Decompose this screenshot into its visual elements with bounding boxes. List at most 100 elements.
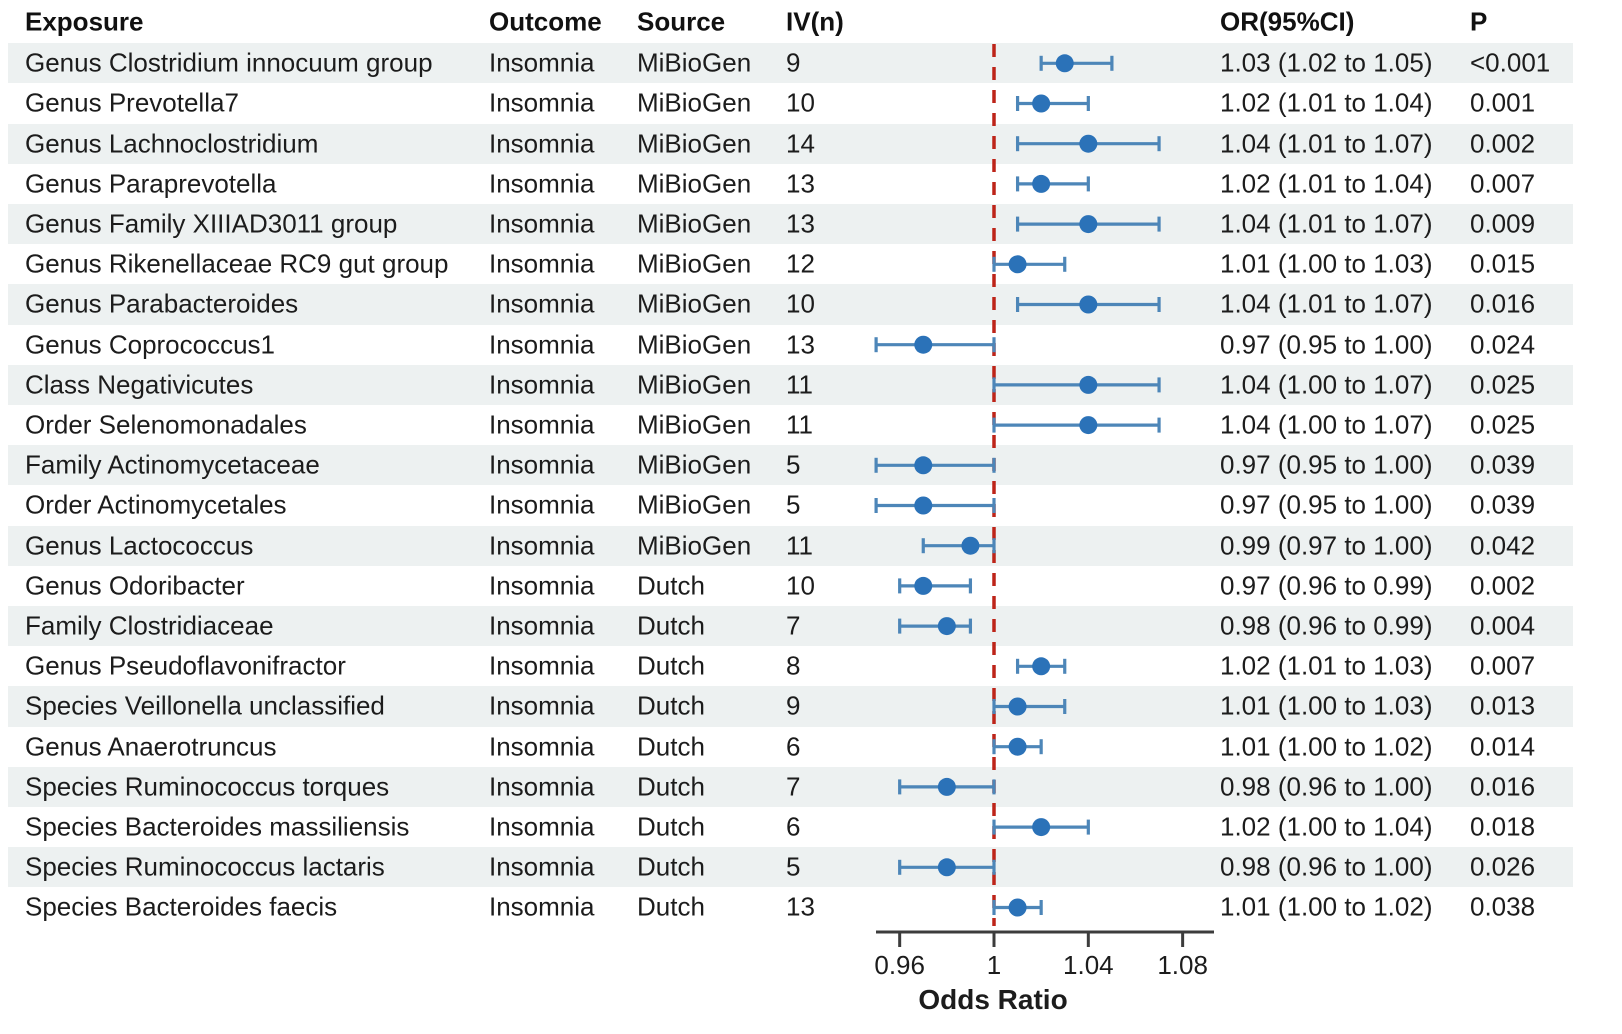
table-header: Exposure Outcome Source IV(n) OR(95%CI) … <box>0 0 1622 43</box>
iv-count-cell: 9 <box>786 690 801 721</box>
header-exposure: Exposure <box>25 6 144 36</box>
table-row: Class Negativicutes Insomnia MiBioGen 11 1.0… <box>0 364 1622 405</box>
exposure-cell: Order Selenomonadales <box>25 409 307 440</box>
x-axis-tick-label: 1.08 <box>1157 950 1208 980</box>
iv-count-cell: 8 <box>786 650 801 681</box>
outcome-cell: Insomnia <box>489 168 595 199</box>
p-value-cell: 0.024 <box>1470 329 1536 360</box>
outcome-cell: Insomnia <box>489 449 595 480</box>
source-cell: Dutch <box>637 650 705 681</box>
p-value-cell: 0.039 <box>1470 449 1536 480</box>
or-ci-cell: 0.98 (0.96 to 1.00) <box>1220 771 1433 802</box>
outcome-cell: Insomnia <box>489 530 595 561</box>
p-value-cell: 0.015 <box>1470 248 1536 279</box>
table-row: Species Bacteroides faecis Insomnia Dutch 1… <box>0 887 1622 927</box>
iv-count-cell: 11 <box>786 409 813 440</box>
outcome-cell: Insomnia <box>489 731 595 762</box>
table-row: Genus Family XIIIAD3011 group Insomnia MiB… <box>0 204 1622 245</box>
iv-count-cell: 13 <box>786 891 815 922</box>
exposure-cell: Species Veillonella unclassified <box>25 690 385 721</box>
source-cell: MiBioGen <box>637 530 752 561</box>
x-axis-title: Odds Ratio <box>918 984 1068 1015</box>
iv-count-cell: 9 <box>786 47 801 78</box>
or-ci-cell: 1.01 (1.00 to 1.02) <box>1220 731 1433 762</box>
or-ci-cell: 0.98 (0.96 to 0.99) <box>1220 610 1433 641</box>
row-stripe <box>8 606 1573 647</box>
or-ci-cell: 1.01 (1.00 to 1.03) <box>1220 248 1433 279</box>
exposure-cell: Genus Anaerotruncus <box>25 731 277 762</box>
iv-count-cell: 6 <box>786 731 801 762</box>
outcome-cell: Insomnia <box>489 489 595 520</box>
source-cell: MiBioGen <box>637 87 752 118</box>
p-value-cell: 0.039 <box>1470 489 1536 520</box>
outcome-cell: Insomnia <box>489 650 595 681</box>
table-row: Genus Coprococcus1 Insomnia MiBioGen 13 0.97… <box>0 325 1622 365</box>
source-cell: MiBioGen <box>637 288 752 319</box>
table-row: Genus Pseudoflavonifractor Insomnia Dutch 8… <box>0 646 1622 686</box>
outcome-cell: Insomnia <box>489 851 595 882</box>
or-ci-cell: 1.01 (1.00 to 1.02) <box>1220 891 1433 922</box>
p-value-cell: 0.018 <box>1470 811 1536 842</box>
row-stripe <box>8 445 1573 486</box>
row-stripe <box>8 204 1573 245</box>
exposure-cell: Genus Coprococcus1 <box>25 329 276 360</box>
iv-count-cell: 13 <box>786 208 815 239</box>
header-or-ci: OR(95%CI) <box>1220 6 1355 36</box>
exposure-cell: Genus Lachnoclostridium <box>25 128 319 159</box>
or-ci-cell: 1.04 (1.01 to 1.07) <box>1220 128 1433 159</box>
iv-count-cell: 14 <box>786 128 815 159</box>
p-value-cell: 0.016 <box>1470 771 1536 802</box>
or-ci-cell: 1.04 (1.00 to 1.07) <box>1220 409 1433 440</box>
exposure-cell: Genus Pseudoflavonifractor <box>25 650 346 681</box>
exposure-cell: Genus Family XIIIAD3011 group <box>25 208 398 239</box>
table-row: Genus Clostridium innocuum group Insomnia… <box>0 43 1622 84</box>
or-ci-cell: 1.02 (1.01 to 1.04) <box>1220 87 1433 118</box>
or-ci-cell: 1.02 (1.01 to 1.03) <box>1220 650 1433 681</box>
p-value-cell: 0.013 <box>1470 690 1536 721</box>
p-value-cell: 0.004 <box>1470 610 1536 641</box>
table-row: Genus Anaerotruncus Insomnia Dutch 6 1.01 (1… <box>0 727 1622 767</box>
outcome-cell: Insomnia <box>489 208 595 239</box>
source-cell: Dutch <box>637 811 705 842</box>
or-ci-cell: 1.02 (1.00 to 1.04) <box>1220 811 1433 842</box>
p-value-cell: 0.042 <box>1470 530 1536 561</box>
exposure-cell: Genus Paraprevotella <box>25 168 277 199</box>
source-cell: MiBioGen <box>637 128 752 159</box>
iv-count-cell: 11 <box>786 530 813 561</box>
source-cell: MiBioGen <box>637 248 752 279</box>
source-cell: MiBioGen <box>637 329 752 360</box>
header-outcome: Outcome <box>489 6 602 36</box>
iv-count-cell: 6 <box>786 811 801 842</box>
outcome-cell: Insomnia <box>489 690 595 721</box>
or-ci-cell: 0.97 (0.95 to 1.00) <box>1220 329 1433 360</box>
exposure-cell: Genus Lactococcus <box>25 530 254 561</box>
outcome-cell: Insomnia <box>489 610 595 641</box>
table-row: Genus Odoribacter Insomnia Dutch 10 0.97 (0.… <box>0 566 1622 606</box>
source-cell: MiBioGen <box>637 47 752 78</box>
source-cell: MiBioGen <box>637 369 752 400</box>
table-row: Family Clostridiaceae Insomnia Dutch 7 0.98 … <box>0 606 1622 647</box>
row-stripe <box>8 364 1573 405</box>
source-cell: Dutch <box>637 610 705 641</box>
p-value-cell: 0.025 <box>1470 409 1536 440</box>
source-cell: Dutch <box>637 851 705 882</box>
exposure-cell: Genus Clostridium innocuum group <box>25 47 433 78</box>
source-cell: MiBioGen <box>637 449 752 480</box>
outcome-cell: Insomnia <box>489 891 595 922</box>
or-ci-cell: 1.01 (1.00 to 1.03) <box>1220 690 1433 721</box>
p-value-cell: 0.002 <box>1470 570 1536 601</box>
outcome-cell: Insomnia <box>489 409 595 440</box>
or-ci-cell: 0.97 (0.95 to 1.00) <box>1220 489 1433 520</box>
or-ci-cell: 1.04 (1.01 to 1.07) <box>1220 288 1433 319</box>
table-row: Order Selenomonadales Insomnia MiBioGen 11 1… <box>0 405 1622 445</box>
outcome-cell: Insomnia <box>489 47 595 78</box>
table-row: Order Actinomycetales Insomnia MiBioGen 5 0.… <box>0 485 1622 525</box>
exposure-cell: Species Bacteroides faecis <box>25 891 338 922</box>
row-stripe <box>8 686 1573 727</box>
table-row: Genus Rikenellaceae RC9 gut group Insomni… <box>0 244 1622 284</box>
p-value-cell: 0.038 <box>1470 891 1536 922</box>
source-cell: MiBioGen <box>637 208 752 239</box>
p-value-cell: 0.025 <box>1470 369 1536 400</box>
table-row: Species Veillonella unclassified Insomnia… <box>0 686 1622 727</box>
source-cell: Dutch <box>637 690 705 721</box>
